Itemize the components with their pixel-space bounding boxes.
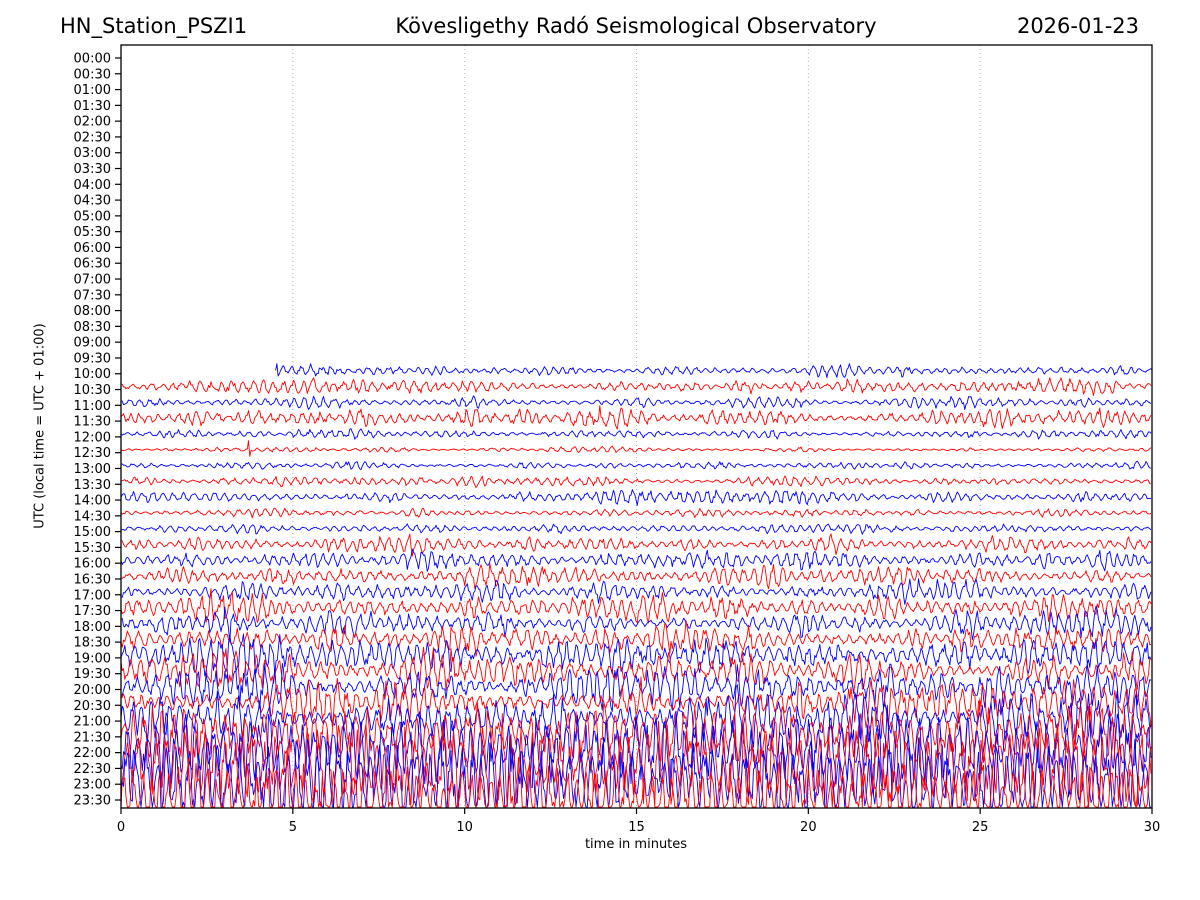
svg-text:08:30: 08:30 (74, 320, 111, 335)
svg-text:21:00: 21:00 (74, 715, 111, 730)
svg-text:30: 30 (1144, 820, 1161, 835)
svg-text:09:30: 09:30 (74, 351, 111, 366)
svg-text:17:30: 17:30 (74, 604, 111, 619)
svg-text:19:30: 19:30 (74, 667, 111, 682)
svg-text:04:30: 04:30 (74, 194, 111, 209)
svg-text:20: 20 (800, 820, 817, 835)
y-axis-label: UTC (local time = UTC + 01:00) (32, 323, 48, 529)
svg-text:10:00: 10:00 (74, 367, 111, 382)
svg-text:06:00: 06:00 (74, 241, 111, 256)
svg-text:23:30: 23:30 (74, 794, 111, 809)
svg-text:0: 0 (117, 820, 125, 835)
svg-text:09:00: 09:00 (74, 336, 111, 351)
svg-text:11:00: 11:00 (74, 399, 111, 414)
svg-text:18:00: 18:00 (74, 620, 111, 635)
svg-text:22:00: 22:00 (74, 746, 111, 761)
date-label: 2026-01-23 (1016, 14, 1139, 38)
svg-text:01:00: 01:00 (74, 83, 111, 98)
svg-text:20:30: 20:30 (74, 699, 111, 714)
svg-text:12:00: 12:00 (74, 430, 111, 445)
svg-text:22:30: 22:30 (74, 762, 111, 777)
svg-text:15:30: 15:30 (74, 541, 111, 556)
svg-text:03:00: 03:00 (74, 146, 111, 161)
x-axis-label: time in minutes (584, 837, 688, 852)
svg-text:15:00: 15:00 (74, 525, 111, 540)
svg-text:03:30: 03:30 (74, 162, 111, 177)
svg-text:08:00: 08:00 (74, 304, 111, 319)
svg-text:19:00: 19:00 (74, 651, 111, 666)
svg-text:15: 15 (628, 820, 645, 835)
svg-text:01:30: 01:30 (74, 99, 111, 114)
svg-text:14:00: 14:00 (74, 494, 111, 509)
svg-text:07:30: 07:30 (74, 288, 111, 303)
svg-text:10: 10 (456, 820, 473, 835)
svg-text:02:30: 02:30 (74, 130, 111, 145)
svg-text:21:30: 21:30 (74, 730, 111, 745)
station-title: HN_Station_PSZI1 (60, 14, 248, 38)
svg-text:14:30: 14:30 (74, 509, 111, 524)
svg-text:10:30: 10:30 (74, 383, 111, 398)
svg-text:25: 25 (972, 820, 989, 835)
svg-text:16:00: 16:00 (74, 557, 111, 572)
observatory-title: Kövesligethy Radó Seismological Observat… (395, 14, 877, 38)
svg-text:02:00: 02:00 (74, 115, 111, 130)
svg-text:00:30: 00:30 (74, 67, 111, 82)
svg-text:05:00: 05:00 (74, 209, 111, 224)
svg-text:23:00: 23:00 (74, 778, 111, 793)
svg-text:12:30: 12:30 (74, 446, 111, 461)
svg-text:06:30: 06:30 (74, 257, 111, 272)
svg-text:05:30: 05:30 (74, 225, 111, 240)
svg-text:04:00: 04:00 (74, 178, 111, 193)
svg-text:17:00: 17:00 (74, 588, 111, 603)
svg-text:16:30: 16:30 (74, 572, 111, 587)
svg-text:13:00: 13:00 (74, 462, 111, 477)
svg-text:13:30: 13:30 (74, 478, 111, 493)
svg-text:18:30: 18:30 (74, 636, 111, 651)
svg-text:11:30: 11:30 (74, 415, 111, 430)
svg-text:20:00: 20:00 (74, 683, 111, 698)
svg-text:5: 5 (289, 820, 297, 835)
svg-text:00:00: 00:00 (74, 52, 111, 67)
svg-text:07:00: 07:00 (74, 273, 111, 288)
